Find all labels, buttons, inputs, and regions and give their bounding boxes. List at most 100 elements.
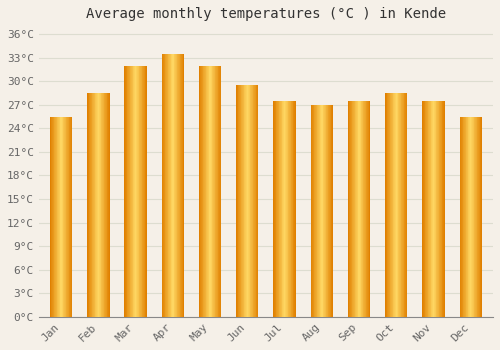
Bar [385,93,386,317]
Bar [248,85,249,317]
Bar [96,93,97,317]
Bar [364,101,365,317]
Bar [365,101,366,317]
Bar [178,54,179,317]
Bar [469,117,470,317]
Bar [210,65,211,317]
Bar [168,54,169,317]
Bar [434,101,435,317]
Bar [468,117,469,317]
Bar [324,105,325,317]
Bar [432,101,434,317]
Bar [256,85,257,317]
Bar [87,93,88,317]
Bar [216,65,217,317]
Bar [88,93,90,317]
Bar [481,117,482,317]
Bar [398,93,399,317]
Bar [66,117,67,317]
Bar [351,101,352,317]
Bar [350,101,351,317]
Bar [326,105,327,317]
Bar [239,85,240,317]
Bar [64,117,65,317]
Bar [426,101,427,317]
Bar [284,101,286,317]
Bar [359,101,360,317]
Bar [276,101,277,317]
Bar [249,85,250,317]
Bar [312,105,313,317]
Bar [360,101,361,317]
Bar [108,93,109,317]
Bar [244,85,245,317]
Bar [98,93,99,317]
Bar [479,117,480,317]
Bar [217,65,218,317]
Bar [182,54,184,317]
Bar [357,101,358,317]
Bar [124,65,125,317]
Bar [467,117,468,317]
Bar [313,105,314,317]
Bar [243,85,244,317]
Bar [130,65,131,317]
Bar [143,65,144,317]
Bar [91,93,92,317]
Bar [92,93,93,317]
Bar [427,101,428,317]
Bar [237,85,238,317]
Bar [392,93,394,317]
Bar [435,101,436,317]
Bar [327,105,328,317]
Bar [170,54,172,317]
Bar [328,105,329,317]
Bar [58,117,59,317]
Bar [199,65,200,317]
Bar [287,101,288,317]
Bar [291,101,292,317]
Bar [93,93,94,317]
Bar [257,85,258,317]
Bar [169,54,170,317]
Bar [348,101,350,317]
Bar [94,93,96,317]
Bar [390,93,391,317]
Bar [405,93,406,317]
Bar [475,117,476,317]
Bar [314,105,315,317]
Bar [329,105,330,317]
Bar [103,93,104,317]
Bar [318,105,319,317]
Bar [428,101,429,317]
Bar [137,65,138,317]
Bar [319,105,320,317]
Bar [106,93,108,317]
Bar [208,65,210,317]
Bar [464,117,465,317]
Bar [437,101,438,317]
Bar [207,65,208,317]
Bar [280,101,281,317]
Bar [176,54,178,317]
Bar [126,65,128,317]
Bar [55,117,56,317]
Bar [290,101,291,317]
Bar [70,117,71,317]
Bar [282,101,283,317]
Bar [431,101,432,317]
Bar [480,117,481,317]
Bar [294,101,295,317]
Bar [242,85,243,317]
Bar [443,101,444,317]
Bar [275,101,276,317]
Bar [236,85,237,317]
Bar [478,117,479,317]
Bar [288,101,289,317]
Bar [129,65,130,317]
Bar [352,101,353,317]
Bar [330,105,332,317]
Bar [466,117,467,317]
Bar [438,101,440,317]
Bar [60,117,61,317]
